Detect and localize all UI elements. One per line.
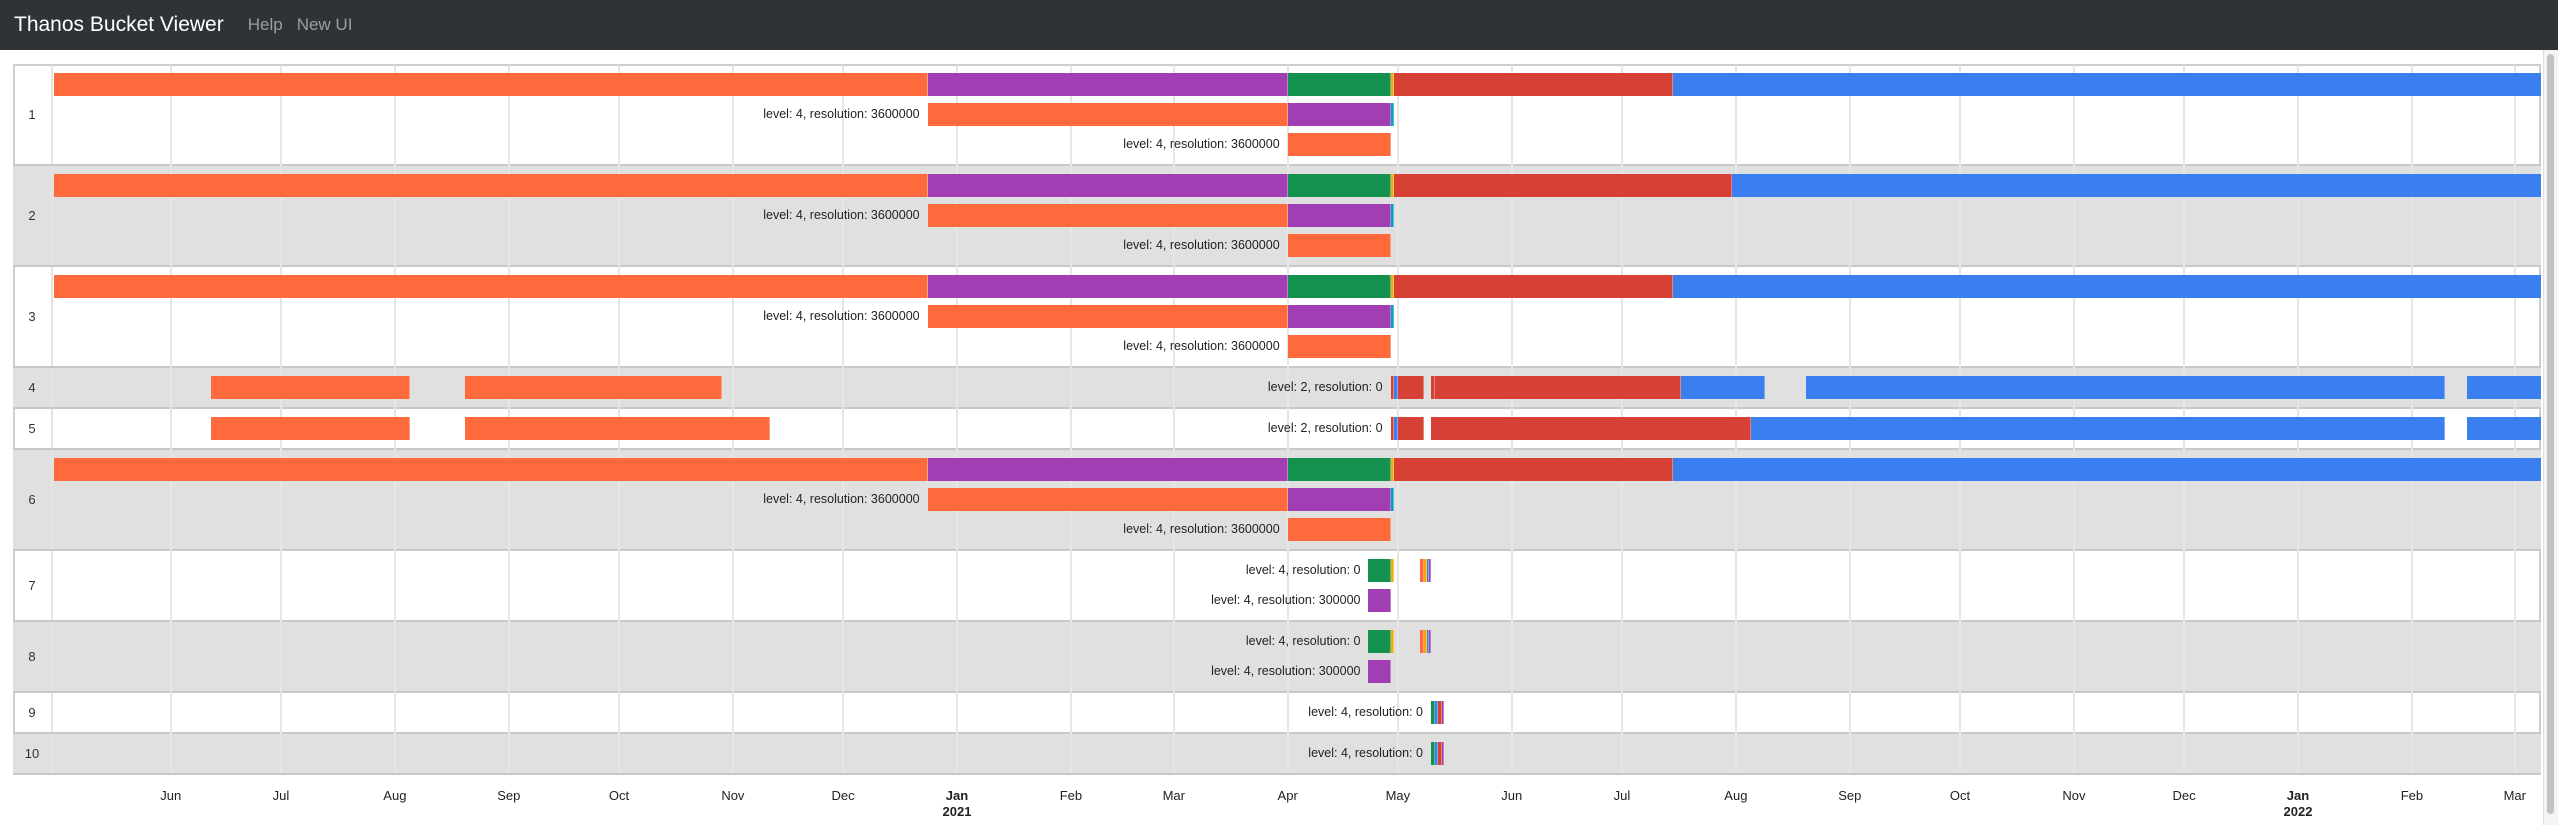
resolution-label: level: 4, resolution: 3600000: [763, 107, 920, 121]
block-row: 1: [13, 65, 2541, 166]
tick-month: Jan: [945, 788, 969, 803]
axis-tick-label: Jul: [1614, 788, 1631, 804]
tick-month: Sep: [497, 788, 521, 803]
axis-tick-label: Oct: [609, 788, 629, 804]
block-row: 9: [13, 693, 2541, 734]
nav-new-ui-link[interactable]: New UI: [296, 15, 353, 34]
resolution-label: level: 4, resolution: 3600000: [1123, 522, 1280, 536]
axis-tick-label: Apr: [1278, 788, 1298, 804]
scrollbar-thumb[interactable]: [2547, 54, 2554, 814]
axis-tick-label: Jul: [273, 788, 290, 804]
axis-tick-label: Nov: [2062, 788, 2085, 804]
axis-tick-label: Jan 2021: [943, 788, 972, 820]
tick-month: Sep: [1838, 788, 1862, 803]
axis-tick-label: Oct: [1950, 788, 1970, 804]
axis-tick-label: Sep: [497, 788, 520, 804]
tick-month: Jun: [160, 788, 182, 803]
tick-month: Nov: [721, 788, 745, 803]
axis-tick-label: Jun: [160, 788, 181, 804]
tick-month: Jun: [1501, 788, 1523, 803]
row-number: 5: [13, 409, 53, 448]
axis-tick-label: Dec: [2173, 788, 2196, 804]
row-number: 6: [13, 450, 53, 549]
row-number: 2: [13, 166, 53, 265]
tick-month: Feb: [1059, 788, 1083, 803]
axis-tick-label: Mar: [2504, 788, 2526, 804]
axis-tick-label: Jan 2022: [2284, 788, 2313, 820]
axis-tick-label: Feb: [2401, 788, 2423, 804]
resolution-label: level: 4, resolution: 0: [1245, 634, 1361, 648]
tick-month: Feb: [2400, 788, 2424, 803]
axis-tick-label: Mar: [1163, 788, 1185, 804]
tick-month: Nov: [2062, 788, 2086, 803]
row-number: 3: [13, 267, 53, 366]
axis-tick-label: Aug: [1724, 788, 1747, 804]
row-number: 8: [13, 622, 53, 691]
row-number: 4: [13, 368, 53, 407]
nav-help-link[interactable]: Help: [247, 15, 283, 34]
resolution-label: level: 4, resolution: 3600000: [1123, 339, 1280, 353]
resolution-label: level: 4, resolution: 3600000: [1123, 137, 1280, 151]
resolution-label: level: 4, resolution: 3600000: [763, 208, 920, 222]
row-number: 7: [13, 551, 53, 620]
axis-tick-label: Jun: [1501, 788, 1522, 804]
brand-title[interactable]: Thanos Bucket Viewer: [14, 13, 224, 36]
axis-tick-label: Dec: [832, 788, 855, 804]
block-row: 5: [13, 409, 2541, 450]
tick-month: Jul: [1613, 788, 1631, 803]
row-number: 1: [13, 65, 53, 164]
navbar: Thanos Bucket Viewer Help New UI: [0, 0, 2558, 50]
tick-month: Apr: [1277, 788, 1298, 803]
axis-tick-label: Nov: [721, 788, 744, 804]
tick-month: Oct: [1949, 788, 1971, 803]
resolution-label: level: 4, resolution: 300000: [1211, 664, 1361, 678]
tick-month: Oct: [608, 788, 630, 803]
row-number: 9: [13, 693, 53, 732]
tick-year: 2021: [942, 804, 972, 819]
tick-month: May: [1385, 788, 1411, 803]
resolution-label: level: 4, resolution: 3600000: [763, 309, 920, 323]
axis-tick-label: May: [1386, 788, 1411, 804]
tick-month: Mar: [1162, 788, 1185, 803]
tick-month: Aug: [383, 788, 407, 803]
tick-month: Mar: [2503, 788, 2526, 803]
resolution-label: level: 2, resolution: 0: [1267, 421, 1383, 435]
resolution-label: level: 4, resolution: 3600000: [1123, 238, 1280, 252]
resolution-label: level: 4, resolution: 0: [1308, 705, 1423, 719]
tick-month: Dec: [831, 788, 855, 803]
resolution-label: level: 4, resolution: 3600000: [763, 492, 920, 506]
axis-tick-label: Feb: [1060, 788, 1082, 804]
tick-month: Dec: [2172, 788, 2196, 803]
block-row: 10: [13, 734, 2541, 775]
resolution-label: level: 4, resolution: 0: [1308, 746, 1423, 760]
row-number: 10: [13, 734, 53, 773]
resolution-label: level: 4, resolution: 0: [1245, 563, 1361, 577]
axis-tick-label: Sep: [1838, 788, 1861, 804]
vertical-scrollbar[interactable]: [2543, 50, 2558, 825]
tick-month: Jan: [2286, 788, 2310, 803]
resolution-label: level: 2, resolution: 0: [1267, 380, 1383, 394]
tick-month: Jul: [272, 788, 290, 803]
tick-month: Aug: [1724, 788, 1748, 803]
tick-year: 2022: [2283, 804, 2313, 819]
block-row: 3: [13, 267, 2541, 368]
axis-tick-label: Aug: [383, 788, 406, 804]
block-row: 7: [13, 551, 2541, 622]
block-row: 8: [13, 622, 2541, 693]
resolution-label: level: 4, resolution: 300000: [1211, 593, 1361, 607]
